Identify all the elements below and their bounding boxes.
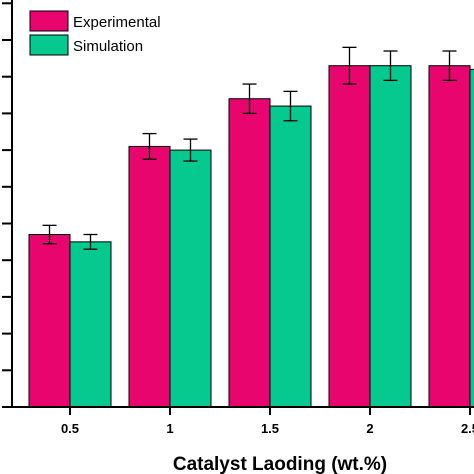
- bar-experimental-1.5: [228, 98, 271, 408]
- error-bar-experimental-0.5: [42, 224, 57, 245]
- error-bar-experimental-1.5: [242, 83, 257, 115]
- x-ticks-group: 0.5 1 1.5 2 2.5: [61, 407, 474, 436]
- error-bar-experimental-2.5: [442, 50, 457, 82]
- error-bar-simulation-1: [183, 138, 198, 162]
- y-ticks-group: [2, 2, 12, 408]
- x-tick-label-2.5: 2.5: [461, 421, 474, 436]
- x-tick-label-0.5: 0.5: [61, 421, 79, 436]
- legend-label-experimental: Experimental: [73, 14, 161, 31]
- error-bar-simulation-0.5: [83, 233, 98, 250]
- bar-experimental-2.5: [428, 65, 471, 408]
- legend-swatch-experimental: [29, 10, 69, 32]
- bars-group: [28, 65, 474, 408]
- bar-simulation-0.5: [69, 241, 112, 408]
- x-tick-label-1: 1: [166, 421, 173, 436]
- bar-experimental-2: [328, 65, 371, 408]
- x-axis-title: Catalyst Laoding (wt.%): [173, 454, 387, 474]
- error-bar-experimental-1: [142, 132, 157, 160]
- error-bar-simulation-2: [383, 50, 398, 82]
- bar-simulation-1.5: [269, 105, 312, 408]
- legend-swatch-simulation: [29, 34, 69, 56]
- bar-simulation-2: [369, 65, 412, 408]
- bar-simulation-1: [169, 149, 212, 408]
- bar-simulation-2.5: [469, 68, 474, 408]
- legend-label-simulation: Simulation: [73, 38, 143, 55]
- bar-experimental-0.5: [28, 234, 71, 408]
- legend: Experimental Simulation: [29, 10, 161, 56]
- error-bars-group: [42, 46, 457, 250]
- error-bar-simulation-1.5: [283, 90, 298, 122]
- x-tick-label-2: 2: [366, 421, 373, 436]
- error-bar-experimental-2: [342, 46, 357, 85]
- bar-experimental-1: [128, 145, 171, 408]
- x-tick-label-1.5: 1.5: [261, 421, 279, 436]
